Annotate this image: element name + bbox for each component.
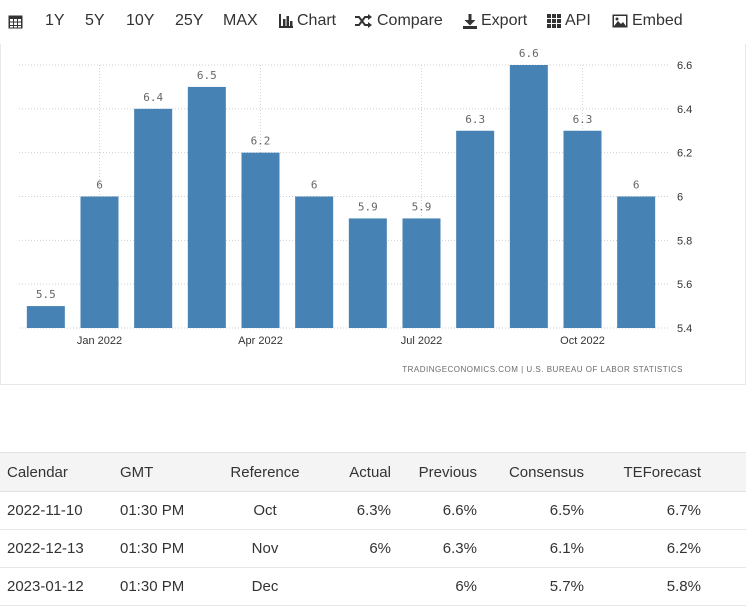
bar[interactable] [348,218,387,328]
chart-toolbar: 1Y 5Y 10Y 25Y MAX Chart Compare Export A… [0,0,746,44]
range-label: 1Y [45,12,65,29]
header-teforecast[interactable]: TEForecast [584,452,746,492]
header-gmt[interactable]: GMT [120,452,215,492]
data-label: 5.9 [412,200,432,213]
bar-chart-icon [279,14,293,28]
range-label: 5Y [85,12,105,29]
data-label: 6 [633,179,640,192]
cell-previous: 6.6% [391,491,477,530]
range-25y-button[interactable]: 25Y [175,12,203,30]
shuffle-icon [355,14,372,28]
grid-icon [547,14,561,28]
table-row: 2022-11-10 01:30 PM Oct 6.3% 6.6% 6.5% 6… [0,491,746,530]
cell-time: 01:30 PM [120,567,215,606]
cell-consensus: 6.1% [477,529,584,568]
cell-date: 2022-12-13 [0,529,120,568]
range-label: 25Y [175,12,204,29]
range-1y-button[interactable]: 1Y [45,12,65,30]
cell-forecast: 6.2% [584,529,746,568]
bar[interactable] [134,108,173,328]
header-previous[interactable]: Previous [391,452,477,492]
x-tick-label: Jan 2022 [77,335,122,347]
cell-actual [315,567,391,606]
table-header-row: Calendar GMT Reference Actual Previous C… [0,452,746,492]
cell-actual: 6% [315,529,391,568]
export-label: Export [481,12,528,29]
data-label: 6.6 [519,47,539,60]
range-label: MAX [223,12,258,29]
bar[interactable] [456,130,495,328]
y-tick-label: 6.2 [677,148,692,160]
cell-date: 2023-01-12 [0,567,120,606]
y-tick-label: 5.6 [677,279,692,291]
cell-date: 2022-11-10 [0,491,120,530]
cell-reference: Dec [215,567,315,606]
data-label: 6.2 [251,135,271,148]
bar[interactable] [26,306,65,328]
range-10y-button[interactable]: 10Y [126,12,154,30]
header-reference[interactable]: Reference [215,452,315,492]
y-tick-label: 5.4 [677,323,692,335]
x-tick-label: Apr 2022 [238,335,283,347]
api-label: API [565,12,591,29]
table-row: 2022-12-13 01:30 PM Nov 6% 6.3% 6.1% 6.2… [0,529,746,568]
compare-button[interactable]: Compare [355,12,443,30]
data-label: 6.3 [465,113,485,126]
bar[interactable] [241,152,280,328]
image-icon [612,14,628,28]
y-tick-label: 6 [677,192,683,204]
bar[interactable] [563,130,602,328]
data-label: 6.5 [197,69,217,82]
bar[interactable] [509,65,548,328]
data-label: 6 [96,179,103,192]
header-actual[interactable]: Actual [315,452,391,492]
cell-consensus: 6.5% [477,491,584,530]
chart-panel: 5.4 5.6 5.8 6 6.2 6.4 6.6 5.5 6 6.4 6.5 6.2 6 5.9 5.9 6… [0,44,746,385]
y-tick-label: 5.8 [677,235,692,247]
cell-consensus: 5.7% [477,567,584,606]
cell-previous: 6.3% [391,529,477,568]
cell-actual: 6.3% [315,491,391,530]
data-label: 5.5 [36,288,56,301]
header-consensus[interactable]: Consensus [477,452,584,492]
x-tick-label: Jul 2022 [401,335,443,347]
embed-button[interactable]: Embed [612,12,683,30]
export-button[interactable]: Export [463,12,527,30]
range-max-button[interactable]: MAX [223,12,258,30]
calendar-table: Calendar GMT Reference Actual Previous C… [0,452,746,606]
chart-type-button[interactable]: Chart [279,12,336,30]
download-icon [463,13,477,29]
cell-time: 01:30 PM [120,491,215,530]
compare-label: Compare [377,12,443,29]
chart-credit: TRADINGECONOMICS.COM | U.S. BUREAU OF LA… [402,365,683,374]
data-label: 6.3 [573,113,593,126]
bar[interactable] [402,218,441,328]
cell-forecast: 6.7% [584,491,746,530]
bar[interactable] [80,196,119,329]
embed-label: Embed [632,12,683,29]
header-calendar[interactable]: Calendar [0,452,120,492]
bar[interactable] [187,86,226,328]
api-button[interactable]: API [547,12,591,30]
data-label: 6 [311,179,318,192]
cell-time: 01:30 PM [120,529,215,568]
calendar-icon[interactable] [8,14,23,29]
chart-type-label: Chart [297,12,337,29]
table-row: 2023-01-12 01:30 PM Dec 6% 5.7% 5.8% [0,567,746,606]
y-tick-label: 6.4 [677,104,692,116]
bar[interactable] [617,196,656,329]
bar-chart: 5.4 5.6 5.8 6 6.2 6.4 6.6 5.5 6 6.4 6.5 6.2 6 5.9 5.9 6… [19,47,692,347]
cell-reference: Nov [215,529,315,568]
data-label: 5.9 [358,200,378,213]
range-label: 10Y [126,12,155,29]
cell-previous: 6% [391,567,477,606]
cell-reference: Oct [215,491,315,530]
data-label: 6.4 [143,91,163,104]
y-tick-label: 6.6 [677,60,692,72]
bar[interactable] [295,196,334,329]
cell-forecast: 5.8% [584,567,746,606]
range-5y-button[interactable]: 5Y [85,12,105,30]
x-tick-label: Oct 2022 [560,335,605,347]
